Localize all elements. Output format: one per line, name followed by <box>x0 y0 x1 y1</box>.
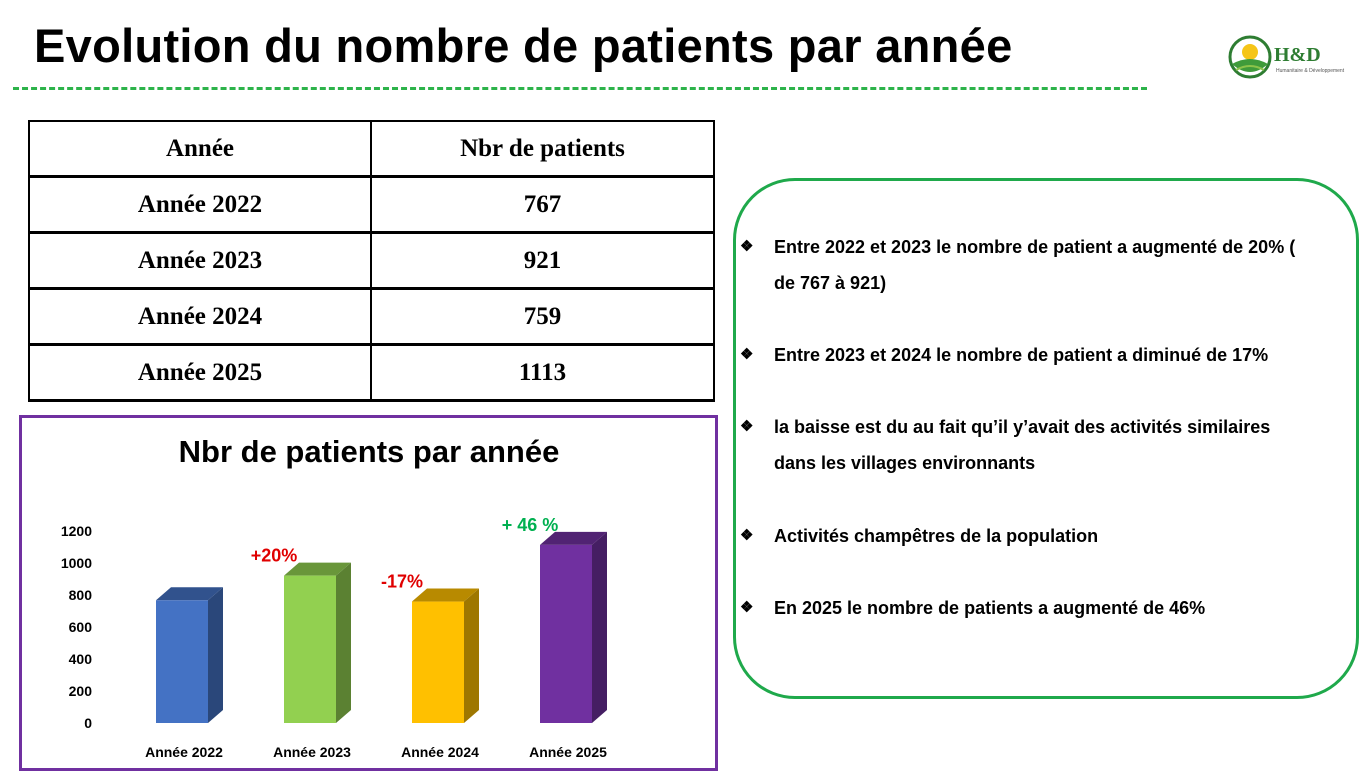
bar-top <box>284 562 351 576</box>
table-header-patients: Nbr de patients <box>370 120 715 178</box>
note-text: Activités champêtres de la population <box>774 526 1099 546</box>
bar-annotation: +20% <box>251 546 298 566</box>
bar <box>412 601 464 723</box>
y-tick-label: 800 <box>69 587 93 603</box>
bar-side <box>592 531 607 723</box>
y-tick-label: 1200 <box>61 523 92 539</box>
note-text: En 2025 le nombre de patients a augmenté… <box>774 598 1206 618</box>
y-tick-label: 600 <box>69 619 93 635</box>
table-row: Année 2024 759 <box>28 287 715 346</box>
x-tick-label: Année 2024 <box>401 744 479 760</box>
bar-side <box>336 562 351 723</box>
y-tick-label: 0 <box>84 715 92 731</box>
bar <box>284 575 336 723</box>
note-text: Entre 2023 et 2024 le nombre de patient … <box>774 345 1269 365</box>
page-title: Evolution du nombre de patients par anné… <box>34 19 1013 72</box>
note-item: ❖ la baisse est du au fait qu’il y’avait… <box>740 409 1314 481</box>
table-cell-patients: 767 <box>370 175 715 234</box>
logo-emblem-icon <box>1228 35 1272 79</box>
table-row: Année 2023 921 <box>28 231 715 290</box>
diamond-bullet-icon: ❖ <box>740 238 754 255</box>
bar-side <box>464 588 479 723</box>
diamond-bullet-icon: ❖ <box>740 599 754 616</box>
table-header-year: Année <box>28 120 372 178</box>
table-cell-year: Année 2023 <box>28 231 372 290</box>
note-item: ❖ Entre 2023 et 2024 le nombre de patien… <box>740 337 1314 373</box>
diamond-bullet-icon: ❖ <box>740 346 754 363</box>
bar-top <box>156 587 223 601</box>
patients-table: Année Nbr de patients Année 2022 767 Ann… <box>28 120 715 402</box>
x-tick-label: Année 2023 <box>273 744 351 760</box>
diamond-bullet-icon: ❖ <box>740 527 754 544</box>
bar <box>156 600 208 723</box>
bar-annotation: -17% <box>381 572 423 592</box>
note-item: ❖ En 2025 le nombre de patients a augmen… <box>740 590 1314 626</box>
bar <box>540 544 592 723</box>
logo-subtitle: Humanitaire & Développement <box>1276 68 1345 74</box>
note-item: ❖ Entre 2022 et 2023 le nombre de patien… <box>740 229 1314 301</box>
logo: H&D Humanitaire & Développement <box>1226 30 1344 84</box>
note-text: Entre 2022 et 2023 le nombre de patient … <box>774 237 1296 293</box>
table-cell-year: Année 2024 <box>28 287 372 346</box>
title-divider <box>13 87 1147 90</box>
note-text: la baisse est du au fait qu’il y’avait d… <box>774 417 1271 473</box>
table-cell-year: Année 2022 <box>28 175 372 234</box>
table-cell-patients: 921 <box>370 231 715 290</box>
diamond-bullet-icon: ❖ <box>740 418 754 435</box>
x-tick-label: Année 2025 <box>529 744 607 760</box>
y-tick-label: 1000 <box>61 555 92 571</box>
logo-text: H&D <box>1274 44 1321 66</box>
chart-title: Nbr de patients par année <box>179 434 560 469</box>
note-item: ❖ Activités champêtres de la population <box>740 518 1314 554</box>
bar-side <box>208 587 223 723</box>
bar-top <box>540 531 607 545</box>
bar-annotation: + 46 % <box>502 515 559 535</box>
table-cell-patients: 759 <box>370 287 715 346</box>
notes-panel: ❖ Entre 2022 et 2023 le nombre de patien… <box>733 178 1359 699</box>
table-row: Année 2022 767 <box>28 175 715 234</box>
y-tick-label: 400 <box>69 651 93 667</box>
table-cell-patients: 1113 <box>370 343 715 402</box>
bar-top <box>412 588 479 602</box>
bar-chart: Nbr de patients par année 0 200 400 600 800 1… <box>61 434 607 760</box>
table-row: Année 2025 1113 <box>28 343 715 402</box>
table-header-row: Année Nbr de patients <box>28 120 715 178</box>
x-tick-label: Année 2022 <box>145 744 223 760</box>
table-cell-year: Année 2025 <box>28 343 372 402</box>
chart-panel: Nbr de patients par année 0 200 400 600 800 1… <box>19 415 718 771</box>
y-tick-label: 200 <box>69 683 93 699</box>
